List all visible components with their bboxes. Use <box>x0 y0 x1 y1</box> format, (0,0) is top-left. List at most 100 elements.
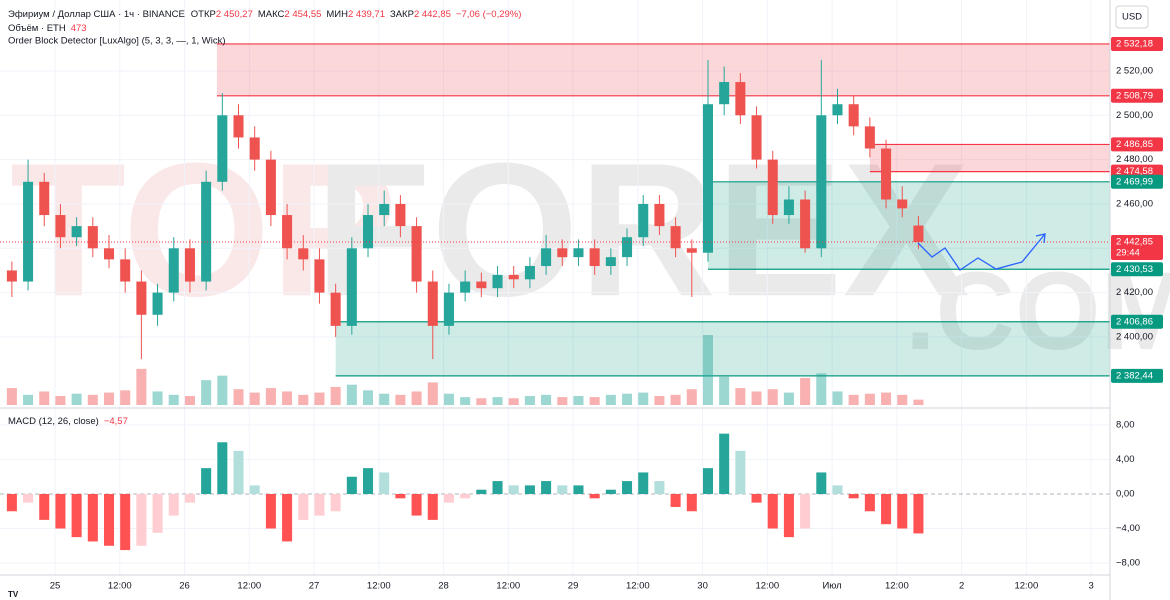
volume-bar <box>751 391 762 405</box>
volume-bar <box>816 373 827 405</box>
candle-body <box>23 181 34 282</box>
candle-body <box>395 203 406 227</box>
volume-bar <box>265 388 276 405</box>
macd-bar <box>363 468 374 495</box>
macd-bar <box>573 485 584 495</box>
x-tick-label: 12:00 <box>496 581 520 592</box>
macd-bar <box>346 476 357 495</box>
macd-bar <box>39 494 50 520</box>
price-tag-label: 2 382,44 <box>1116 370 1153 381</box>
volume-bar <box>654 395 665 405</box>
macd-bar <box>735 450 746 495</box>
currency-button[interactable] <box>1115 5 1149 29</box>
volume-bar <box>314 392 325 405</box>
candle-body <box>800 199 811 249</box>
candle-body <box>217 115 228 182</box>
volume-bar <box>395 394 406 405</box>
volume-bar <box>800 377 811 405</box>
candle-body <box>282 215 293 249</box>
volume-bar <box>23 394 34 405</box>
candle-body <box>573 248 584 258</box>
price-tag-label: 2 508,79 <box>1116 90 1153 101</box>
countdown: 29:44 <box>1116 247 1140 258</box>
candle-body <box>39 181 50 216</box>
macd-bar <box>816 472 827 495</box>
volume-bar <box>848 394 859 405</box>
volume-bar <box>201 380 212 405</box>
candle-body <box>816 115 827 249</box>
macd-bar <box>249 485 260 495</box>
macd-bar <box>541 481 552 495</box>
volume-label: Объём · ETH <box>8 23 66 34</box>
volume-bar <box>55 395 66 405</box>
change: −7,06 (−0,29%) <box>456 9 522 20</box>
y-tick-label: 2 480,00 <box>1116 154 1153 165</box>
candle-body <box>605 257 616 267</box>
price-axis: 2 400,002 420,002 440,002 460,002 480,00… <box>1111 36 1163 569</box>
volume-bar <box>670 394 681 405</box>
macd-bar <box>87 494 98 542</box>
macd-bar <box>443 494 454 503</box>
candle-body <box>654 203 665 227</box>
candle-body <box>735 82 746 116</box>
close: 2 442,85 <box>414 9 451 20</box>
x-tick-label: 3 <box>1088 581 1093 592</box>
price-tag <box>1111 314 1163 329</box>
macd-bar <box>686 494 697 512</box>
candle-body <box>897 199 908 209</box>
volume-bar <box>217 375 228 405</box>
macd-bar <box>6 494 17 512</box>
candle-body <box>136 281 147 315</box>
order-blocks <box>216 43 1111 377</box>
volume <box>6 335 924 405</box>
macd-bar <box>702 468 714 495</box>
volume-bar <box>460 397 471 405</box>
candle-body <box>265 159 276 216</box>
macd-bar <box>848 494 859 499</box>
low-label: МИН <box>326 9 348 20</box>
macd-bar <box>622 481 633 495</box>
volume-bar <box>103 392 115 405</box>
price-tag-label: 2 486,85 <box>1116 139 1153 150</box>
currency[interactable]: USD <box>1122 12 1142 23</box>
candle-body <box>751 115 762 160</box>
header: Эфириум / Доллар США · 1ч · BINANCE ОТКР2… <box>8 9 521 20</box>
last-price-tag <box>1111 234 1163 260</box>
price-tag <box>1111 88 1163 103</box>
candle-body <box>913 225 924 242</box>
volume-bar <box>686 389 697 405</box>
candle-body <box>719 82 730 105</box>
price-tag <box>1111 137 1163 152</box>
price-tag <box>1111 262 1163 277</box>
candle-body <box>460 281 471 293</box>
volume-bar <box>411 391 422 405</box>
macd-bar <box>55 494 66 529</box>
macd-bar <box>476 489 487 495</box>
volume-bar <box>282 391 293 405</box>
volume-bar <box>6 388 17 405</box>
macd-bar <box>767 494 778 529</box>
order-block <box>869 144 1110 172</box>
candle-body <box>346 248 357 326</box>
macd-bar <box>654 481 665 495</box>
macd-bar <box>492 481 503 495</box>
macd-last: −4,57 <box>104 416 128 427</box>
logo: TV <box>8 590 19 599</box>
macd-bar <box>103 494 115 546</box>
x-tick-label: 12:00 <box>1014 581 1038 592</box>
volume-bar <box>605 394 616 405</box>
macd-bar <box>233 450 244 495</box>
candle-body <box>686 248 697 253</box>
macd-tick-label: 8,00 <box>1116 420 1135 431</box>
macd-bar <box>314 494 325 516</box>
candle-body <box>184 248 195 282</box>
macd-bar <box>897 494 908 529</box>
price-tag <box>1111 368 1163 383</box>
price-tag-label: 2 406,86 <box>1116 316 1153 327</box>
macd-bar <box>605 489 616 495</box>
macd-bar <box>913 494 924 534</box>
candle-body <box>476 281 487 289</box>
macd-bar <box>589 494 600 499</box>
price-tag <box>1111 174 1163 189</box>
y-tick-label: 2 400,00 <box>1116 331 1153 342</box>
